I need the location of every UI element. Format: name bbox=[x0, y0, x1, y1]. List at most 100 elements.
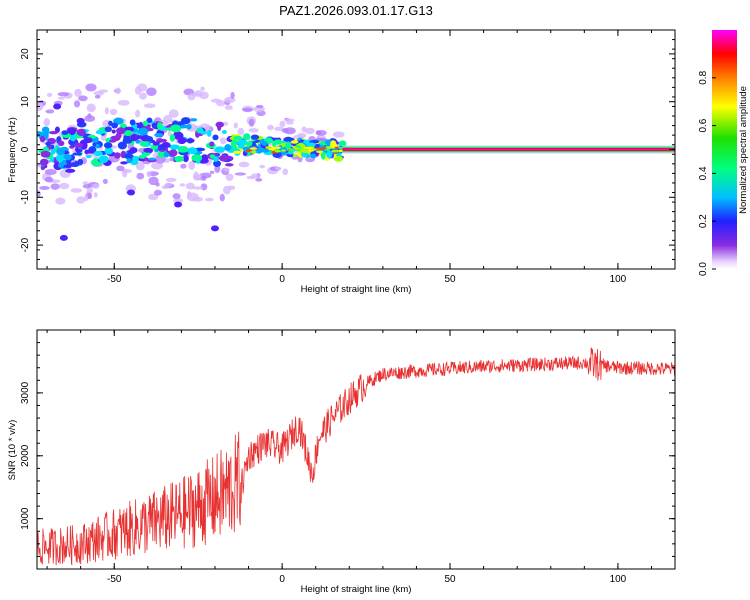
spectral-blob bbox=[95, 143, 100, 149]
spectral-blob bbox=[282, 168, 289, 176]
spectral-blob bbox=[44, 176, 54, 183]
spectral-hotspot bbox=[274, 146, 281, 150]
spectral-blob bbox=[154, 132, 164, 138]
spectral-blob bbox=[123, 130, 133, 136]
spectral-blob bbox=[185, 138, 195, 144]
spectral-blob bbox=[161, 142, 171, 149]
spectral-blob bbox=[86, 187, 93, 195]
spectral-blob bbox=[39, 158, 49, 166]
spectral-blob bbox=[146, 117, 153, 124]
spectral-blob bbox=[113, 152, 121, 159]
spectral-blob bbox=[40, 165, 46, 171]
spectral-blob bbox=[73, 100, 81, 108]
spectral-blob bbox=[219, 193, 225, 202]
spectral-blob bbox=[45, 109, 55, 114]
spectral-blob bbox=[115, 132, 122, 140]
spectral-hotspot bbox=[306, 146, 314, 150]
spectral-blob bbox=[222, 185, 231, 195]
spectral-blob bbox=[92, 137, 99, 143]
spectral-blob bbox=[139, 92, 147, 100]
spectral-blob bbox=[41, 126, 50, 134]
spectral-hotspot bbox=[297, 150, 305, 153]
colorbar-label: Normalized spectral amplitude bbox=[738, 86, 749, 214]
spectral-blob bbox=[43, 118, 51, 127]
spectral-blob bbox=[86, 103, 96, 113]
spectrogram-ytick-label: 10 bbox=[20, 96, 31, 108]
spectrogram-ticks: -50 0 50 100 -20 -10 0 10 20 bbox=[20, 29, 675, 285]
spectral-blob bbox=[186, 124, 192, 130]
spectral-blob bbox=[69, 162, 80, 168]
spectral-outlier bbox=[210, 225, 219, 232]
spectral-blob bbox=[153, 189, 163, 196]
spectral-blob bbox=[213, 156, 219, 162]
spectral-blob bbox=[177, 146, 189, 153]
snr-xtick-label: -50 bbox=[107, 574, 122, 585]
spectral-blob bbox=[137, 127, 149, 135]
spectral-blob bbox=[143, 103, 156, 109]
spectral-blob bbox=[40, 150, 51, 158]
spectral-blob bbox=[188, 161, 196, 170]
spectral-blob bbox=[39, 185, 50, 190]
spectral-blob bbox=[84, 115, 96, 122]
spectral-blob bbox=[168, 149, 178, 157]
spectral-hotspot bbox=[338, 146, 344, 150]
spectral-blob bbox=[221, 129, 227, 134]
spectrogram-xtick-label: 50 bbox=[444, 274, 456, 285]
spectral-blob bbox=[135, 162, 145, 171]
spectral-hotspot bbox=[292, 146, 297, 149]
spectrogram-ytick-label: 0 bbox=[20, 146, 31, 152]
spectrogram-ytick-label: 20 bbox=[20, 48, 31, 60]
spectral-blob bbox=[182, 154, 189, 163]
spectral-blob bbox=[255, 104, 264, 109]
spectral-blob bbox=[109, 108, 118, 116]
colorbar-ticks: 0.0 0.2 0.4 0.6 0.8 bbox=[698, 70, 716, 276]
spectral-blob bbox=[57, 96, 65, 100]
spectral-blob bbox=[117, 141, 128, 150]
spectral-blob bbox=[94, 94, 101, 99]
spectral-blob bbox=[135, 139, 141, 144]
spectral-blob bbox=[58, 182, 70, 190]
spectral-blob bbox=[121, 168, 128, 178]
spectral-blob bbox=[95, 129, 104, 135]
spectral-blob bbox=[293, 153, 298, 157]
spectral-blob bbox=[191, 186, 204, 190]
spectral-blob bbox=[307, 142, 316, 148]
spectral-blob bbox=[111, 122, 119, 129]
spectral-blob bbox=[123, 153, 132, 159]
spectral-blob bbox=[179, 124, 188, 129]
spectral-blob bbox=[129, 147, 138, 154]
spectral-blob bbox=[219, 137, 227, 145]
spectral-blob bbox=[233, 150, 241, 154]
spectral-blob bbox=[151, 161, 163, 170]
spectrogram-marks bbox=[37, 83, 675, 241]
colorbar-tick-label: 0.0 bbox=[698, 262, 709, 276]
spectral-hotspot bbox=[280, 149, 286, 152]
colorbar-tick-label: 0.4 bbox=[698, 166, 709, 180]
spectral-blob bbox=[39, 135, 46, 143]
spectral-blob bbox=[117, 99, 130, 106]
spectral-blob bbox=[274, 126, 284, 132]
snr-xtick-label: 100 bbox=[610, 574, 627, 585]
spectral-blob bbox=[242, 107, 253, 112]
spectral-blob bbox=[283, 127, 296, 135]
spectral-blob bbox=[100, 134, 107, 141]
spectral-blob bbox=[209, 142, 215, 147]
spectral-blob bbox=[219, 154, 229, 162]
spectral-blob bbox=[234, 172, 247, 176]
spectral-blob bbox=[50, 148, 56, 155]
spectral-blob bbox=[191, 154, 203, 162]
spectral-blob bbox=[237, 139, 248, 146]
spectral-outlier bbox=[174, 201, 183, 208]
spectrogram-xtick-label: -50 bbox=[107, 274, 122, 285]
spectral-blob bbox=[223, 167, 230, 172]
spectral-blob bbox=[274, 166, 282, 171]
spectrogram-ylabel: Frequency (Hz) bbox=[7, 117, 18, 182]
spectral-blob bbox=[198, 127, 203, 134]
spectral-blob bbox=[104, 107, 109, 115]
spectral-blob bbox=[310, 153, 317, 159]
spectral-blob bbox=[44, 168, 57, 175]
spectral-blob bbox=[242, 133, 251, 141]
spectrogram-ytick-label: -10 bbox=[20, 190, 31, 205]
spectral-blob bbox=[170, 124, 182, 133]
snr-frame bbox=[36, 329, 676, 570]
